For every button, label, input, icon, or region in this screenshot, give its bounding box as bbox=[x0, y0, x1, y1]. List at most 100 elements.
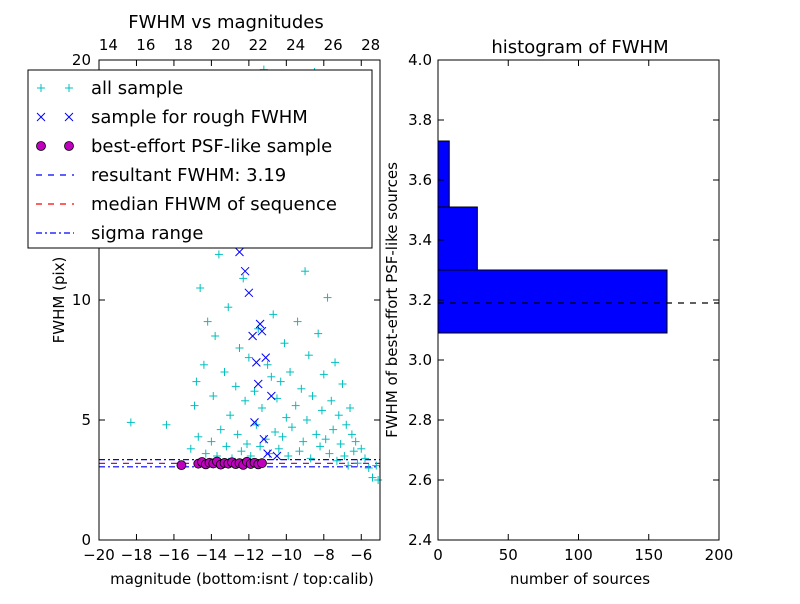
scatter-x-ticks: −20 −18 −16 −14 −12 −10 −8 −6 bbox=[83, 60, 372, 564]
scatter-legend: all sample sample for rough FWHM best-effo… bbox=[27, 69, 373, 249]
legend-marker bbox=[37, 84, 45, 92]
scatter-top-ticks: 14 16 18 20 22 24 26 28 bbox=[99, 36, 380, 54]
all-sample-point bbox=[214, 250, 223, 259]
all-sample-point bbox=[306, 454, 315, 463]
scatter-top-tick-label: 24 bbox=[286, 36, 305, 54]
scatter-top-tick-label: 26 bbox=[324, 36, 343, 54]
scatter-x-tick-label: −12 bbox=[233, 546, 265, 564]
all-sample-point bbox=[271, 428, 280, 436]
scatter-y-tick-label: 10 bbox=[72, 291, 91, 309]
all-sample-point bbox=[325, 449, 334, 458]
all-sample-point bbox=[308, 392, 317, 400]
all-sample-point bbox=[274, 444, 283, 453]
all-sample-point bbox=[374, 476, 383, 484]
scatter-x-tick-label: −18 bbox=[121, 546, 153, 564]
all-sample-point bbox=[222, 442, 231, 451]
histogram-x-tick-label: 100 bbox=[564, 546, 593, 564]
psf-like-sample-point bbox=[176, 460, 187, 471]
all-sample-point bbox=[321, 435, 330, 444]
histogram-y-tick-label: 4.0 bbox=[408, 51, 432, 69]
legend-label: resultant FWHM: 3.19 bbox=[91, 165, 286, 186]
histogram-x-tick-label: 0 bbox=[433, 546, 443, 564]
all-sample-point bbox=[293, 317, 302, 326]
histogram-x-tick-label: 50 bbox=[499, 546, 518, 564]
scatter-x-tick-label: −10 bbox=[271, 546, 303, 564]
rough-fwhm-sample-point bbox=[244, 288, 254, 298]
all-sample-point bbox=[186, 444, 195, 453]
rough-fwhm-sample-point bbox=[259, 434, 269, 444]
rough-fwhm-sample-point bbox=[252, 358, 261, 367]
all-sample-point bbox=[295, 447, 304, 456]
histogram-y-tick-label: 2.4 bbox=[408, 531, 432, 549]
all-sample-point bbox=[340, 452, 349, 460]
all-sample-point bbox=[216, 425, 225, 434]
all-sample-point bbox=[263, 360, 272, 369]
all-sample-point bbox=[190, 401, 199, 410]
all-sample-point bbox=[301, 267, 310, 276]
all-sample-point bbox=[162, 420, 171, 429]
all-sample-point bbox=[126, 418, 135, 427]
histogram-panel: 0 50 100 150 200 2.4 2.6 2.8 3.0 3.2 3.4 3.6 3.8 4.0… bbox=[383, 37, 733, 588]
histogram-x-tick-label: 200 bbox=[705, 546, 734, 564]
scatter-top-tick-label: 22 bbox=[249, 36, 268, 54]
all-sample-point bbox=[276, 377, 285, 386]
rough-fwhm-sample-point bbox=[272, 451, 282, 461]
all-sample-point bbox=[280, 339, 289, 348]
scatter-y-tick-label: 0 bbox=[81, 531, 91, 549]
all-sample-point bbox=[257, 404, 266, 412]
all-sample-point bbox=[297, 384, 306, 393]
rough-fwhm-sample-point bbox=[253, 379, 263, 389]
rough-fwhm-sample-point bbox=[248, 331, 257, 341]
all-sample-point bbox=[201, 449, 210, 458]
histogram-y-tick-label: 2.8 bbox=[408, 411, 432, 429]
all-sample-point bbox=[196, 284, 205, 292]
scatter-x-tick-label: −16 bbox=[158, 546, 190, 564]
all-sample-point bbox=[336, 440, 345, 448]
all-sample-point bbox=[241, 396, 250, 405]
legend-marker bbox=[36, 141, 46, 151]
all-sample-point bbox=[231, 382, 240, 391]
all-sample-point bbox=[347, 430, 356, 439]
scatter-panel: −20 −18 −16 −14 −12 −10 −8 −6 0 5 10 20 14 16 18 20 22… bbox=[27, 12, 383, 588]
legend-label: median FHWM of sequence bbox=[91, 194, 337, 215]
scatter-y-ticks: 0 5 10 20 bbox=[72, 51, 380, 549]
all-sample-point bbox=[334, 411, 343, 420]
rough-fwhm-sample-point bbox=[240, 266, 250, 276]
all-sample-point bbox=[349, 447, 358, 456]
all-sample-point bbox=[224, 303, 233, 312]
scatter-x-tick-label: −20 bbox=[83, 546, 115, 564]
scatter-x-axis-label: magnitude (bottom:isnt / top:calib) bbox=[110, 570, 374, 588]
all-sample-point bbox=[211, 332, 220, 340]
rough-fwhm-sample-point bbox=[257, 326, 267, 336]
all-sample-point bbox=[319, 370, 328, 379]
scatter-top-tick-label: 20 bbox=[211, 36, 230, 54]
legend-marker bbox=[36, 112, 46, 122]
histogram-bars bbox=[437, 140, 668, 334]
all-sample-point bbox=[261, 435, 270, 444]
psf-like-sample-point bbox=[257, 458, 267, 469]
all-sample-point bbox=[233, 430, 242, 439]
legend-label: best-effort PSF-like sample bbox=[91, 136, 332, 157]
histogram-y-tick-label: 2.6 bbox=[408, 471, 432, 489]
all-sample-point bbox=[226, 411, 235, 420]
all-sample-point bbox=[192, 377, 201, 386]
histogram-bar bbox=[437, 140, 450, 208]
scatter-top-tick-label: 28 bbox=[361, 36, 380, 54]
all-sample-point bbox=[242, 440, 251, 448]
legend-label: sigma range bbox=[91, 223, 203, 244]
all-sample-point bbox=[284, 452, 293, 460]
all-sample-point bbox=[304, 351, 313, 360]
all-sample-point bbox=[194, 432, 203, 441]
all-sample-point bbox=[291, 401, 300, 410]
scatter-top-tick-label: 14 bbox=[99, 36, 118, 54]
all-sample-point bbox=[342, 420, 351, 429]
all-sample-point bbox=[361, 454, 370, 463]
all-sample-point bbox=[286, 368, 295, 376]
all-sample-point bbox=[237, 447, 246, 456]
histogram-y-axis-label: FWHM of best-effort PSF-like sources bbox=[383, 162, 401, 438]
rough-fwhm-sample-point bbox=[263, 449, 272, 458]
histogram-y-tick-label: 3.8 bbox=[408, 111, 432, 129]
histogram-bar bbox=[437, 269, 668, 334]
all-sample-point bbox=[357, 444, 366, 453]
legend-marker bbox=[64, 141, 74, 151]
